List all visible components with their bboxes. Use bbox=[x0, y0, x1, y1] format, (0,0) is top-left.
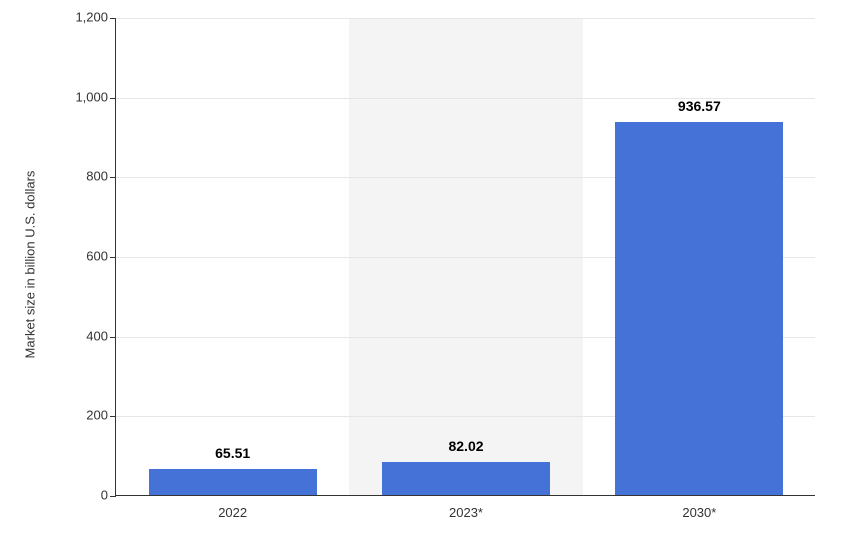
gridline bbox=[116, 18, 815, 19]
y-tick-label: 1,000 bbox=[75, 89, 116, 104]
bar bbox=[615, 122, 783, 495]
bar-value-label: 82.02 bbox=[448, 438, 483, 454]
y-axis-label: Market size in billion U.S. dollars bbox=[23, 165, 38, 365]
y-tick-label: 0 bbox=[101, 488, 116, 503]
y-tick-label: 1,200 bbox=[75, 10, 116, 25]
y-tick-label: 800 bbox=[86, 169, 116, 184]
bar-value-label: 936.57 bbox=[678, 98, 721, 114]
x-tick-label: 2030* bbox=[682, 495, 716, 520]
bar-value-label: 65.51 bbox=[215, 445, 250, 461]
x-tick-label: 2022 bbox=[218, 495, 247, 520]
bar-chart: Market size in billion U.S. dollars 0200… bbox=[0, 0, 850, 541]
y-tick-label: 600 bbox=[86, 249, 116, 264]
x-tick-label: 2023* bbox=[449, 495, 483, 520]
plot-area: 02004006008001,0001,20065.51202282.02202… bbox=[115, 18, 815, 496]
y-tick-label: 200 bbox=[86, 408, 116, 423]
y-tick-label: 400 bbox=[86, 328, 116, 343]
bar bbox=[382, 462, 550, 495]
bar bbox=[149, 469, 317, 495]
